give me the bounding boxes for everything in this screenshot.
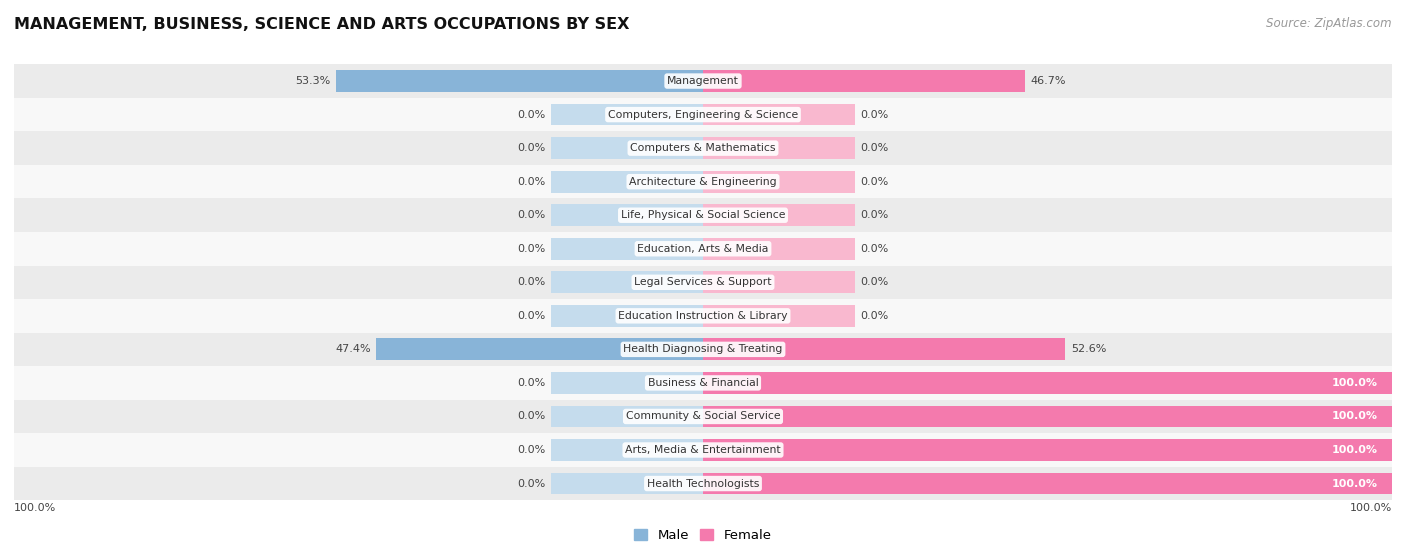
Text: 0.0%: 0.0% — [517, 311, 546, 321]
Text: 0.0%: 0.0% — [860, 177, 889, 187]
Text: 0.0%: 0.0% — [860, 110, 889, 120]
Bar — [703, 205, 855, 226]
Bar — [14, 299, 1392, 333]
Bar — [14, 198, 1392, 232]
Bar — [703, 305, 855, 326]
Text: 100.0%: 100.0% — [1331, 445, 1378, 455]
Text: Health Diagnosing & Treating: Health Diagnosing & Treating — [623, 344, 783, 354]
Text: 0.0%: 0.0% — [860, 244, 889, 254]
Text: Community & Social Service: Community & Social Service — [626, 411, 780, 421]
Text: 0.0%: 0.0% — [517, 210, 546, 220]
Text: Education, Arts & Media: Education, Arts & Media — [637, 244, 769, 254]
Bar — [377, 338, 703, 361]
Text: 0.0%: 0.0% — [517, 479, 546, 489]
Text: 0.0%: 0.0% — [517, 143, 546, 153]
Text: 100.0%: 100.0% — [1350, 503, 1392, 513]
Text: Computers, Engineering & Science: Computers, Engineering & Science — [607, 110, 799, 120]
Text: 0.0%: 0.0% — [860, 277, 889, 287]
Text: 0.0%: 0.0% — [860, 143, 889, 153]
Bar — [14, 165, 1392, 198]
Text: Arts, Media & Entertainment: Arts, Media & Entertainment — [626, 445, 780, 455]
Bar — [551, 104, 703, 126]
Bar — [703, 272, 855, 293]
Bar — [551, 238, 703, 260]
Bar — [551, 171, 703, 192]
Text: 0.0%: 0.0% — [517, 445, 546, 455]
Text: 0.0%: 0.0% — [860, 311, 889, 321]
Bar — [551, 439, 703, 461]
Bar — [551, 305, 703, 326]
Text: 0.0%: 0.0% — [860, 210, 889, 220]
Bar — [14, 232, 1392, 266]
Text: 100.0%: 100.0% — [1331, 411, 1378, 421]
Bar — [703, 439, 1392, 461]
Bar — [703, 238, 855, 260]
Bar — [703, 473, 1392, 495]
Text: 0.0%: 0.0% — [517, 411, 546, 421]
Text: 100.0%: 100.0% — [1331, 378, 1378, 388]
Bar — [14, 64, 1392, 98]
Bar — [14, 266, 1392, 299]
Text: 53.3%: 53.3% — [295, 76, 330, 86]
Bar — [336, 70, 703, 92]
Bar — [703, 70, 1025, 92]
Text: Computers & Mathematics: Computers & Mathematics — [630, 143, 776, 153]
Bar — [14, 131, 1392, 165]
Text: Business & Financial: Business & Financial — [648, 378, 758, 388]
Bar — [703, 138, 855, 159]
Bar — [14, 333, 1392, 366]
Text: Life, Physical & Social Science: Life, Physical & Social Science — [621, 210, 785, 220]
Bar — [551, 138, 703, 159]
Bar — [703, 406, 1392, 428]
Bar — [551, 372, 703, 394]
Bar — [14, 433, 1392, 467]
Bar — [14, 400, 1392, 433]
Bar — [551, 272, 703, 293]
Text: 0.0%: 0.0% — [517, 110, 546, 120]
Text: Education Instruction & Library: Education Instruction & Library — [619, 311, 787, 321]
Text: MANAGEMENT, BUSINESS, SCIENCE AND ARTS OCCUPATIONS BY SEX: MANAGEMENT, BUSINESS, SCIENCE AND ARTS O… — [14, 17, 630, 32]
Text: Legal Services & Support: Legal Services & Support — [634, 277, 772, 287]
Bar — [14, 366, 1392, 400]
Text: 0.0%: 0.0% — [517, 244, 546, 254]
Bar — [703, 338, 1066, 361]
Bar — [703, 171, 855, 192]
Text: Management: Management — [666, 76, 740, 86]
Text: 0.0%: 0.0% — [517, 378, 546, 388]
Bar — [703, 104, 855, 126]
Text: 0.0%: 0.0% — [517, 277, 546, 287]
Text: 52.6%: 52.6% — [1071, 344, 1107, 354]
Text: 100.0%: 100.0% — [1331, 479, 1378, 489]
Legend: Male, Female: Male, Female — [628, 523, 778, 547]
Bar — [14, 98, 1392, 131]
Bar — [551, 205, 703, 226]
Text: 0.0%: 0.0% — [517, 177, 546, 187]
Text: Health Technologists: Health Technologists — [647, 479, 759, 489]
Bar — [551, 406, 703, 428]
Text: 46.7%: 46.7% — [1031, 76, 1066, 86]
Text: Source: ZipAtlas.com: Source: ZipAtlas.com — [1267, 17, 1392, 30]
Text: 100.0%: 100.0% — [14, 503, 56, 513]
Bar — [14, 467, 1392, 500]
Text: 47.4%: 47.4% — [335, 344, 371, 354]
Text: Architecture & Engineering: Architecture & Engineering — [630, 177, 776, 187]
Bar — [703, 372, 1392, 394]
Bar — [551, 473, 703, 495]
